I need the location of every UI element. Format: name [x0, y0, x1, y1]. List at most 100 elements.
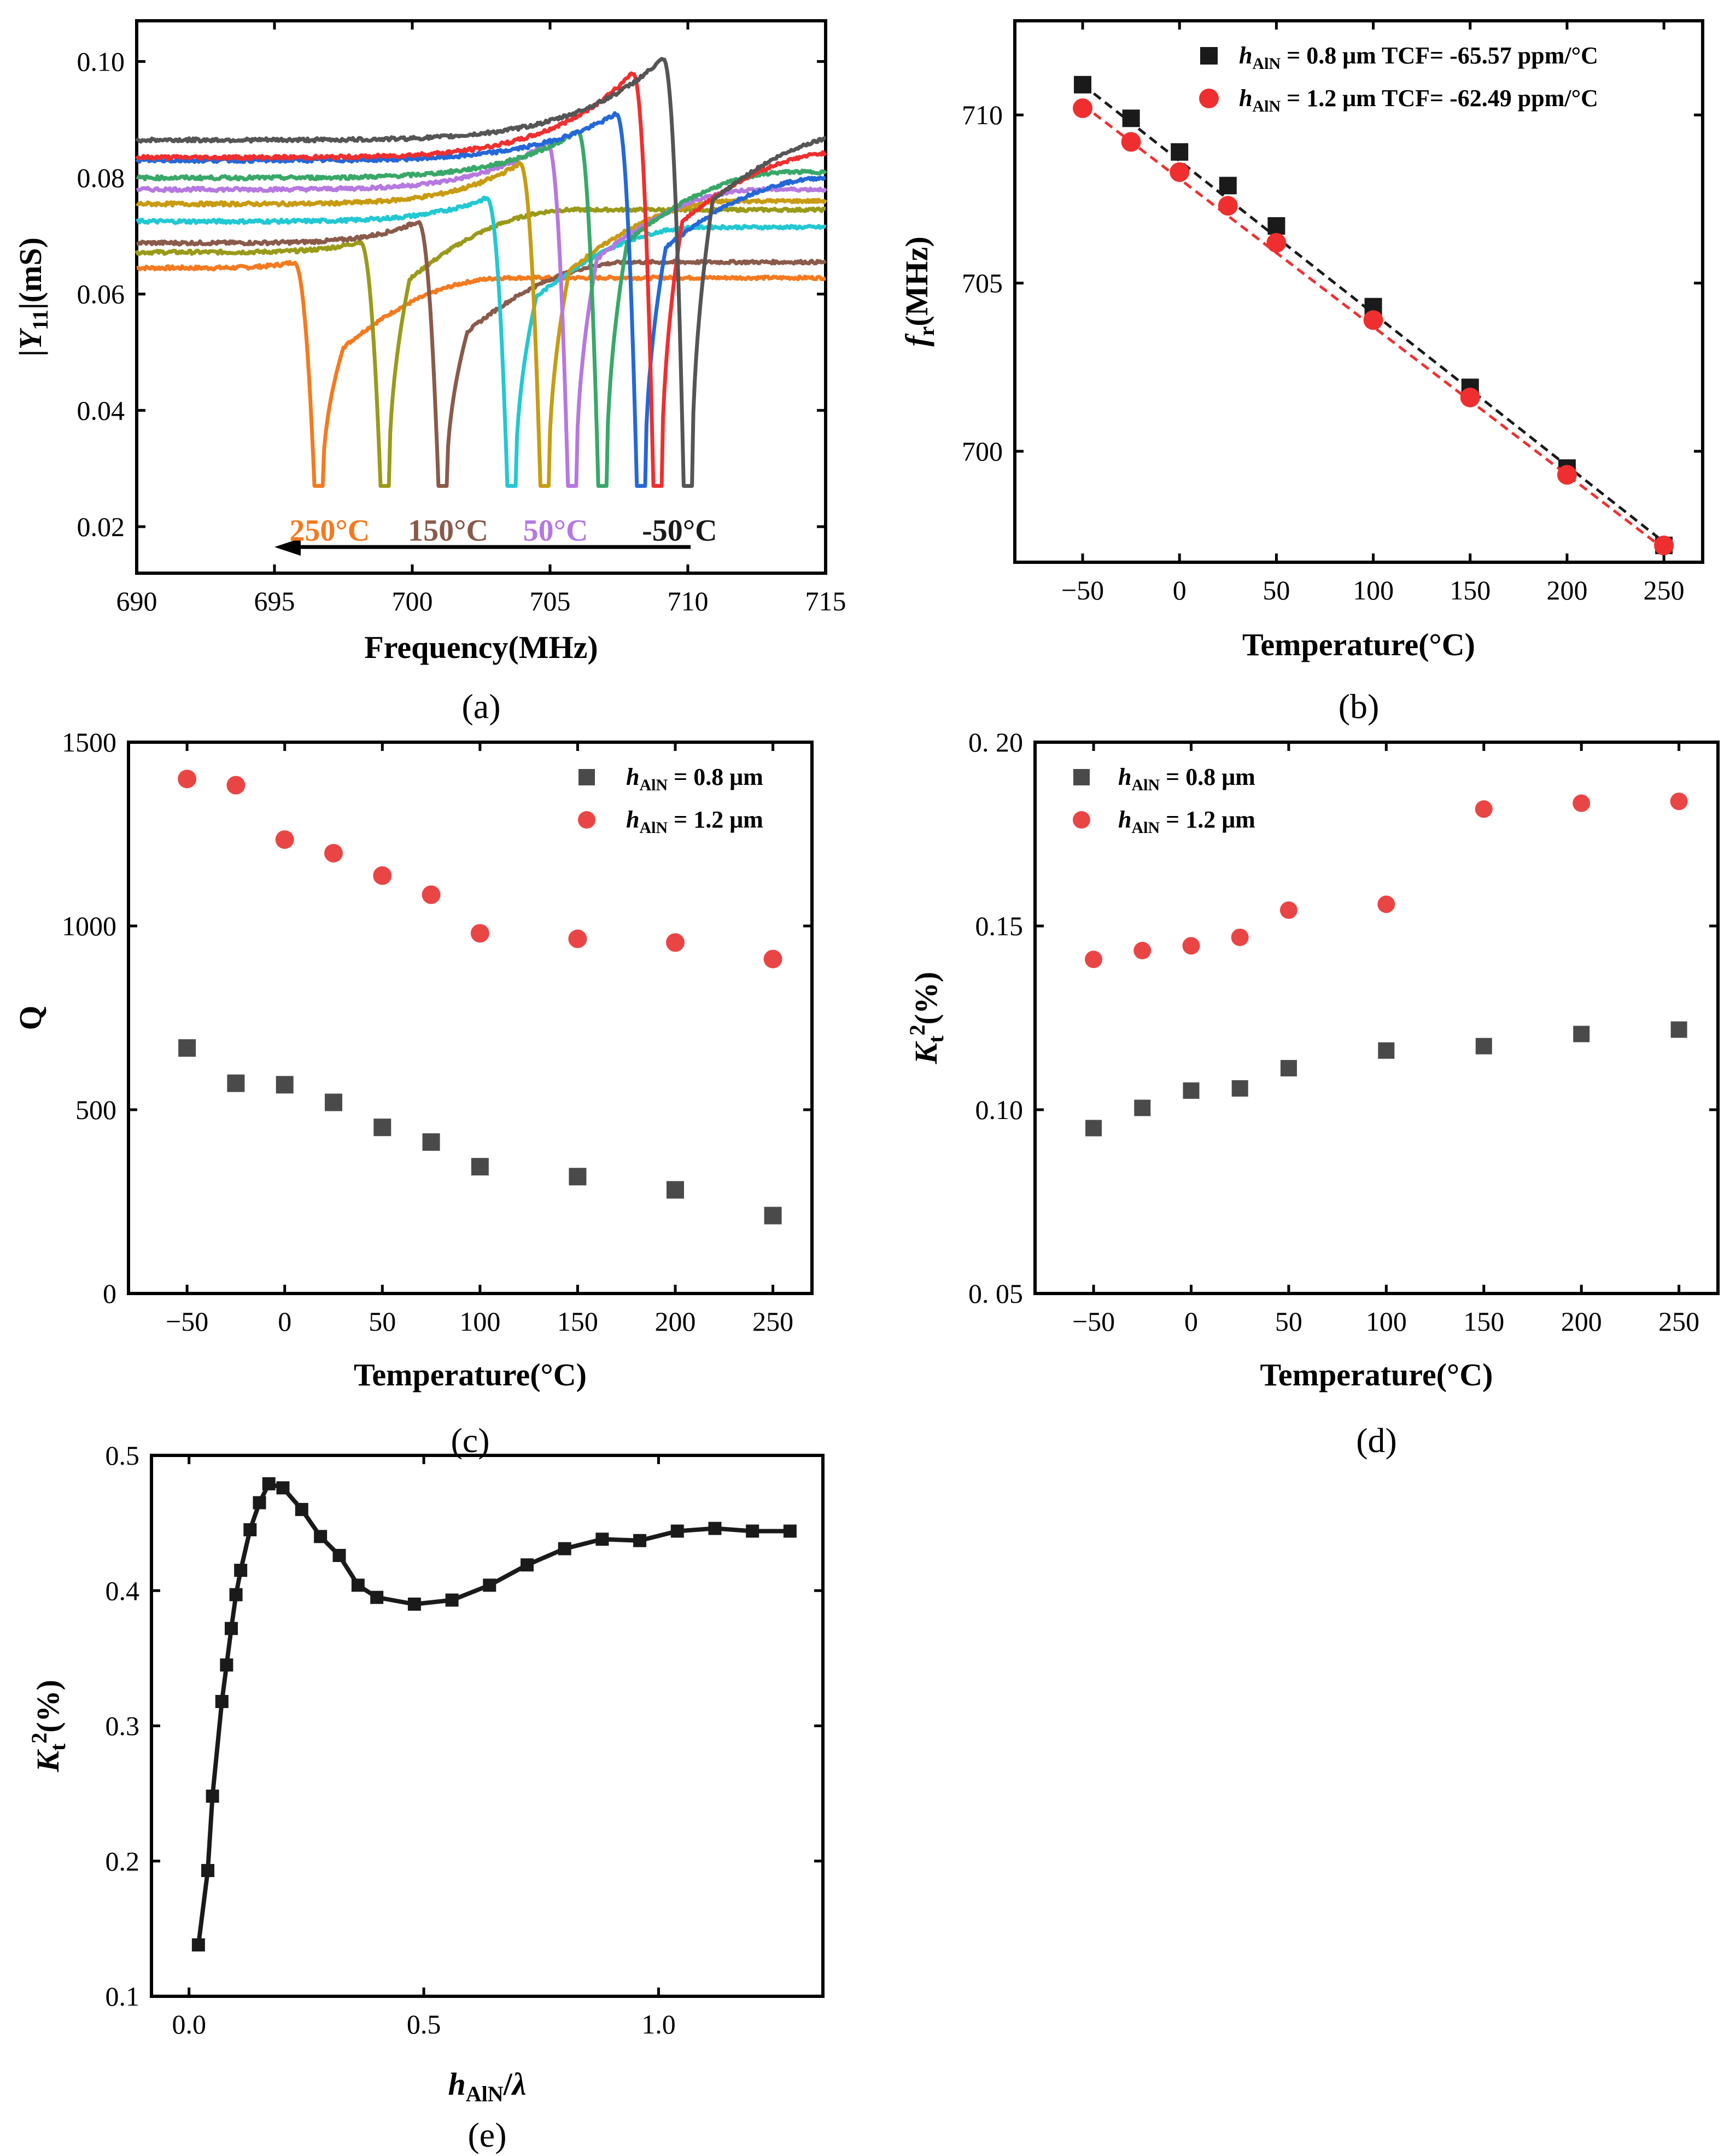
y-tick-label: 1500	[62, 727, 116, 757]
circle-marker	[1377, 895, 1395, 913]
x-tick-label: 50	[1275, 1306, 1302, 1337]
temperature-annotation: -50°C	[642, 514, 717, 547]
x-tick-label: 100	[1353, 575, 1394, 605]
x-tick-label: 700	[392, 586, 433, 616]
y-tick-label: 0.10	[975, 1094, 1024, 1125]
y-tick-label: 0.10	[77, 46, 125, 77]
square-marker	[325, 1093, 342, 1111]
x-tick-label: 0	[1184, 1306, 1198, 1337]
x-tick-label: 200	[1561, 1306, 1602, 1337]
square-marker	[483, 1578, 496, 1592]
y-tick-label: 500	[75, 1094, 116, 1125]
legend-label: hAlN = 1.2 μm	[626, 806, 763, 837]
x-tick-label: 715	[805, 586, 846, 616]
y-tick-label: 0.06	[77, 279, 125, 310]
x-tick-label: 100	[1366, 1306, 1407, 1337]
square-marker	[764, 1207, 782, 1225]
square-marker	[373, 1118, 391, 1137]
x-tick-label: 250	[1658, 1306, 1699, 1337]
y-axis-label: Kt2(%)	[27, 1680, 70, 1773]
square-marker	[445, 1593, 459, 1607]
square-marker	[1280, 1060, 1297, 1077]
x-tick-label: −50	[1072, 1306, 1115, 1337]
circle-marker	[1670, 793, 1688, 811]
square-marker	[191, 1938, 205, 1952]
y-tick-label: 0	[103, 1278, 116, 1309]
circle-marker	[1085, 951, 1103, 969]
square-marker	[1134, 1099, 1151, 1116]
circle-marker	[275, 830, 294, 849]
x-tick-label: −50	[166, 1306, 208, 1337]
x-tick-label: 200	[655, 1306, 696, 1337]
legend-label: hAlN = 1.2 μm TCF= -62.49 ppm/°C	[1239, 85, 1598, 115]
square-marker	[558, 1542, 571, 1555]
x-tick-label: 0	[1173, 575, 1187, 605]
admittance-curve--25C	[135, 71, 827, 488]
square-marker	[332, 1548, 346, 1562]
x-tick-label: 250	[1644, 575, 1685, 605]
x-axis-label: Temperature(°C)	[1260, 1357, 1493, 1392]
y-tick-label: 0.08	[77, 162, 125, 193]
square-marker	[201, 1864, 215, 1878]
square-marker	[1378, 1042, 1395, 1059]
x-tick-label: 0.0	[172, 2009, 206, 2040]
x-tick-label: 50	[1263, 575, 1290, 605]
square-marker	[1670, 1021, 1687, 1038]
x-tick-label: 710	[668, 586, 709, 616]
square-marker	[220, 1658, 233, 1672]
circle-marker	[1133, 942, 1152, 960]
circle-marker	[1460, 387, 1480, 407]
admittance-curve--50C	[135, 57, 827, 488]
legend-marker	[578, 769, 595, 785]
circle-marker	[1266, 232, 1287, 253]
x-tick-label: 690	[116, 586, 157, 616]
caption-b: (b)	[1339, 687, 1380, 726]
square-marker	[633, 1534, 647, 1547]
square-marker	[670, 1524, 684, 1538]
square-marker	[667, 1181, 684, 1199]
y-tick-label: 0.5	[106, 1440, 140, 1471]
square-marker	[253, 1496, 266, 1510]
legend-marker	[1073, 811, 1090, 829]
square-marker	[234, 1564, 248, 1577]
x-tick-label: 705	[530, 586, 571, 616]
plot-frame	[135, 19, 827, 575]
legend-marker	[1073, 769, 1090, 785]
legend-label: hAlN = 0.8 μm TCF= -65.57 ppm/°C	[1239, 42, 1598, 73]
square-marker	[1219, 177, 1237, 195]
circle-marker	[324, 843, 343, 863]
legend-marker	[1200, 47, 1218, 65]
circle-marker	[568, 929, 587, 948]
plot-frame	[1013, 19, 1704, 564]
x-tick-label: 150	[1463, 1306, 1504, 1337]
y-tick-label: 0.3	[106, 1711, 140, 1741]
admittance-curve-25C	[136, 129, 827, 488]
x-axis-label: Frequency(MHz)	[364, 630, 598, 665]
square-marker	[224, 1622, 238, 1635]
arrow-head	[274, 538, 301, 556]
square-marker	[783, 1524, 797, 1538]
circle-marker	[178, 770, 197, 789]
square-marker	[1074, 75, 1092, 94]
square-marker	[407, 1597, 421, 1611]
square-marker	[1475, 1038, 1492, 1054]
circle-marker	[1231, 928, 1249, 946]
caption-c: (c)	[451, 1421, 489, 1460]
square-marker	[746, 1524, 759, 1538]
x-tick-label: 250	[752, 1306, 793, 1337]
square-marker	[1231, 1080, 1248, 1097]
square-marker	[708, 1522, 722, 1535]
square-marker	[1573, 1025, 1590, 1042]
y-tick-label: 0.2	[106, 1846, 140, 1877]
square-marker	[206, 1790, 219, 1803]
square-marker	[178, 1039, 196, 1057]
legend-marker	[1199, 89, 1219, 108]
square-marker	[276, 1076, 294, 1094]
x-axis-label: Temperature(°C)	[1242, 627, 1475, 662]
x-tick-label: 0	[278, 1306, 291, 1337]
y-axis-label: fr(MHz)	[899, 236, 939, 346]
circle-marker	[1170, 162, 1190, 182]
circle-marker	[470, 924, 489, 943]
admittance-curve-200C	[135, 206, 827, 488]
